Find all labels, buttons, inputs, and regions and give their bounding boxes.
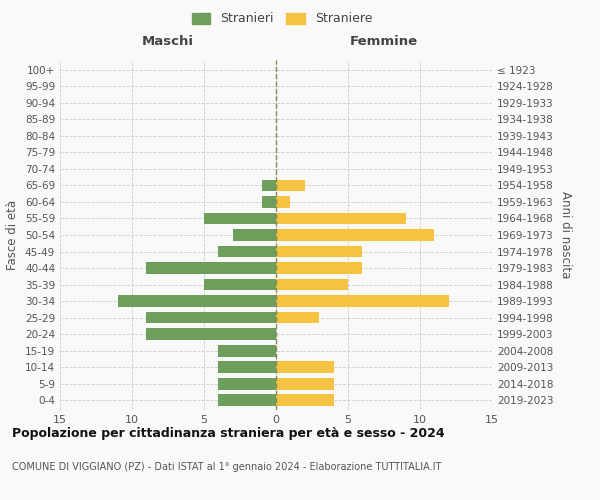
Bar [276, 312, 319, 324]
Text: Femmine: Femmine [350, 34, 418, 48]
Y-axis label: Anni di nascita: Anni di nascita [559, 192, 572, 278]
Text: Popolazione per cittadinanza straniera per età e sesso - 2024: Popolazione per cittadinanza straniera p… [12, 428, 445, 440]
Bar [276, 246, 362, 258]
Bar [146, 262, 276, 274]
Bar [276, 361, 334, 373]
Bar [218, 344, 276, 356]
Bar [276, 295, 449, 307]
Legend: Stranieri, Straniere: Stranieri, Straniere [188, 8, 376, 29]
Bar [218, 378, 276, 390]
Bar [276, 229, 434, 241]
Bar [262, 196, 276, 208]
Bar [262, 180, 276, 192]
Bar [118, 295, 276, 307]
Bar [276, 212, 406, 224]
Bar [218, 361, 276, 373]
Bar [233, 229, 276, 241]
Bar [146, 312, 276, 324]
Bar [276, 378, 334, 390]
Bar [146, 328, 276, 340]
Bar [276, 196, 290, 208]
Text: Maschi: Maschi [142, 34, 194, 48]
Bar [204, 278, 276, 290]
Bar [276, 180, 305, 192]
Bar [276, 394, 334, 406]
Bar [218, 394, 276, 406]
Bar [204, 212, 276, 224]
Y-axis label: Fasce di età: Fasce di età [7, 200, 19, 270]
Bar [218, 246, 276, 258]
Text: COMUNE DI VIGGIANO (PZ) - Dati ISTAT al 1° gennaio 2024 - Elaborazione TUTTITALI: COMUNE DI VIGGIANO (PZ) - Dati ISTAT al … [12, 462, 442, 472]
Bar [276, 262, 362, 274]
Bar [276, 278, 348, 290]
